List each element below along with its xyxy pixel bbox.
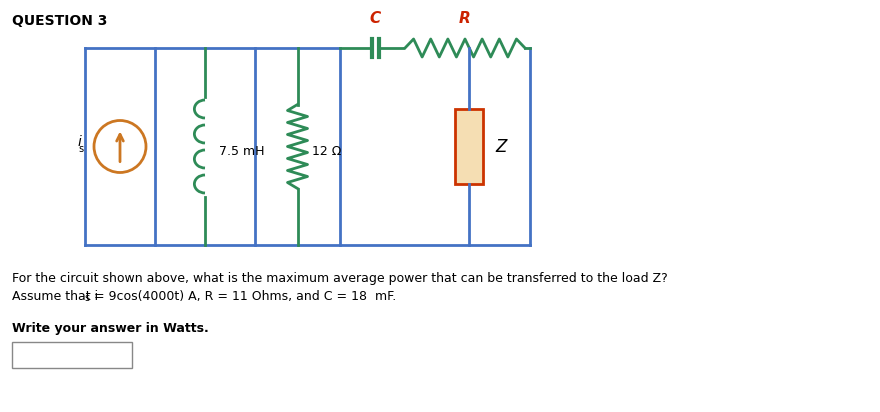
Text: 12 Ω: 12 Ω — [312, 145, 341, 158]
Bar — [455, 109, 483, 184]
Text: = 9cos(4000t) A, R = 11 Ohms, and C = 18  mF.: = 9cos(4000t) A, R = 11 Ohms, and C = 18… — [90, 290, 396, 303]
Text: Z: Z — [495, 138, 506, 155]
Text: s: s — [84, 293, 89, 303]
Text: s: s — [79, 143, 84, 154]
Circle shape — [94, 120, 146, 173]
Text: 7.5 mH: 7.5 mH — [219, 145, 265, 158]
Text: For the circuit shown above, what is the maximum average power that can be trans: For the circuit shown above, what is the… — [12, 272, 668, 285]
Text: Write your answer in Watts.: Write your answer in Watts. — [12, 322, 209, 335]
Text: i: i — [77, 136, 81, 150]
Text: R: R — [459, 11, 471, 26]
Text: QUESTION 3: QUESTION 3 — [12, 14, 107, 28]
Text: C: C — [370, 11, 381, 26]
Bar — [12, 342, 132, 368]
Text: Assume that i: Assume that i — [12, 290, 99, 303]
